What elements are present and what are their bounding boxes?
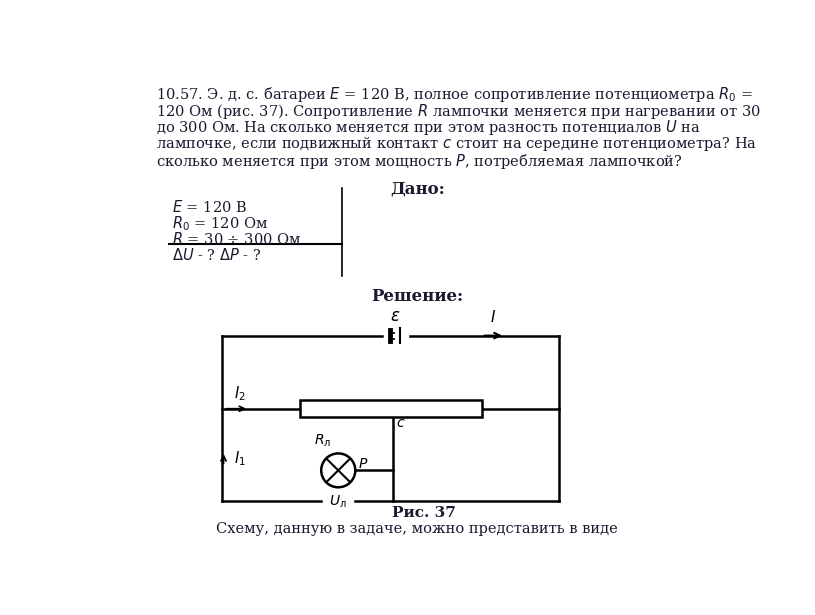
Text: до 300 Ом. На сколько меняется при этом разность потенциалов $U$ на: до 300 Ом. На сколько меняется при этом … xyxy=(156,119,701,138)
Text: Схему, данную в задаче, можно представить в виде: Схему, данную в задаче, можно представит… xyxy=(217,522,618,536)
Text: 10.57. Э. д. с. батареи $E$ = 120 В, полное сопротивление потенциометра $R_0$ =: 10.57. Э. д. с. батареи $E$ = 120 В, пол… xyxy=(156,85,753,103)
Text: $\Delta U$ - ? $\Delta P$ - ?: $\Delta U$ - ? $\Delta P$ - ? xyxy=(172,247,261,263)
Bar xyxy=(299,400,482,417)
Text: $E$ = 120 В: $E$ = 120 В xyxy=(172,199,247,215)
Text: $\varepsilon$: $\varepsilon$ xyxy=(390,308,400,325)
Text: $R_0$ = 120 Ом: $R_0$ = 120 Ом xyxy=(172,215,268,234)
Text: Дано:: Дано: xyxy=(390,180,445,197)
Text: $R_\text{л}$: $R_\text{л}$ xyxy=(314,432,332,449)
Circle shape xyxy=(321,453,355,487)
Text: $c$: $c$ xyxy=(395,416,405,430)
Text: $P$: $P$ xyxy=(358,457,368,471)
Text: $I_2$: $I_2$ xyxy=(234,384,245,403)
Text: $I$: $I$ xyxy=(490,309,496,325)
Text: сколько меняется при этом мощность $P$, потребляемая лампочкой?: сколько меняется при этом мощность $P$, … xyxy=(156,153,683,172)
Text: $R$ = 30 ÷ 300 Ом: $R$ = 30 ÷ 300 Ом xyxy=(172,231,301,247)
Text: Решение:: Решение: xyxy=(372,288,464,305)
Text: Рис. 37: Рис. 37 xyxy=(393,506,456,520)
Text: $U_\text{л}$: $U_\text{л}$ xyxy=(329,493,347,510)
Text: 120 Ом (рис. 37). Сопротивление $R$ лампочки меняется при нагревании от 30: 120 Ом (рис. 37). Сопротивление $R$ ламп… xyxy=(156,101,761,121)
Text: $I_1$: $I_1$ xyxy=(234,450,245,468)
Text: лампочке, если подвижный контакт $c$ стоит на середине потенциометра? На: лампочке, если подвижный контакт $c$ сто… xyxy=(156,135,757,153)
